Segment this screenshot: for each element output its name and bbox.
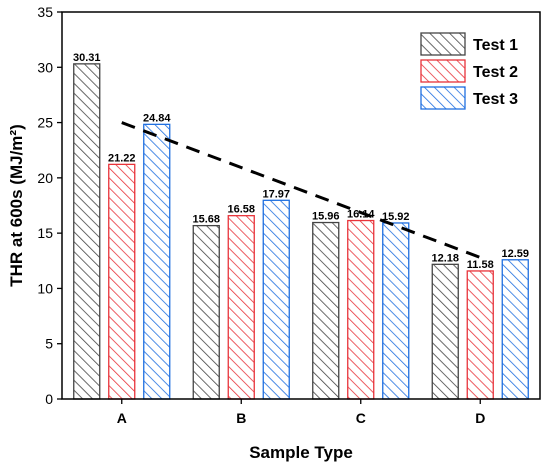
- bar-d-series-3: [501, 259, 529, 400]
- plot-frame: [61, 11, 541, 400]
- y-tick-label: 20: [37, 170, 53, 186]
- x-tick-label: B: [236, 410, 246, 426]
- bar-c-series-1: [312, 221, 340, 400]
- y-axis-title: THR at 600s (MJ/m²): [7, 124, 26, 286]
- x-tick-label: A: [117, 410, 127, 426]
- bar-b-series-3: [262, 199, 290, 400]
- x-tick-label: C: [356, 410, 366, 426]
- data-label: 21.22: [108, 152, 136, 164]
- bar-c-series-3: [382, 222, 410, 400]
- y-tick-label: 5: [45, 336, 53, 352]
- bar-c-series-2: [347, 219, 375, 400]
- y-tick-label: 35: [37, 4, 53, 20]
- data-label: 16.14: [347, 209, 375, 221]
- bar-a-series-1: [73, 63, 101, 400]
- data-label: 16.58: [227, 204, 255, 216]
- data-label: 17.97: [262, 188, 290, 200]
- bar-b-series-1: [192, 224, 220, 400]
- x-tick-label: D: [475, 410, 485, 426]
- bar-b-series-2: [227, 215, 255, 400]
- bar-a-series-3: [143, 123, 171, 400]
- trend-line-layer: [121, 121, 481, 259]
- y-tick-label: 0: [45, 391, 53, 407]
- y-tick-label: 25: [37, 115, 53, 131]
- y-tick-label: 10: [37, 280, 53, 296]
- legend-swatch: [420, 86, 466, 110]
- data-label: 12.59: [501, 248, 529, 260]
- bar-d-series-2: [466, 270, 494, 400]
- legend-label: Test 3: [473, 91, 518, 108]
- x-axis-title: Sample Type: [249, 443, 353, 462]
- data-label: 30.31: [73, 52, 101, 64]
- legend-swatch: [420, 32, 466, 56]
- legend-label: Test 2: [473, 64, 518, 81]
- legend: Test 1 Test 2 Test 3: [420, 32, 518, 110]
- data-labels-layer: 30.31 21.22 24.84 15.68 16.58 17.97 15.96 16.14…: [73, 52, 529, 271]
- legend-label: Test 1: [473, 37, 518, 54]
- bars-layer: [73, 63, 529, 400]
- x-axis: A B C D: [117, 399, 485, 426]
- bar-a-series-2: [108, 163, 136, 400]
- data-label: 15.92: [382, 211, 410, 223]
- data-label: 15.68: [192, 214, 220, 226]
- bar-d-series-1: [431, 263, 459, 400]
- data-label: 12.18: [431, 252, 459, 264]
- trend-line: [121, 121, 481, 259]
- legend-swatch: [420, 59, 466, 83]
- data-label: 15.96: [312, 211, 340, 223]
- y-axis: 0 5 10 15 20 25 30 35: [37, 4, 62, 407]
- y-tick-label: 30: [37, 59, 53, 75]
- data-label: 24.84: [143, 112, 171, 124]
- data-label: 11.58: [467, 259, 494, 271]
- y-tick-label: 15: [37, 225, 53, 241]
